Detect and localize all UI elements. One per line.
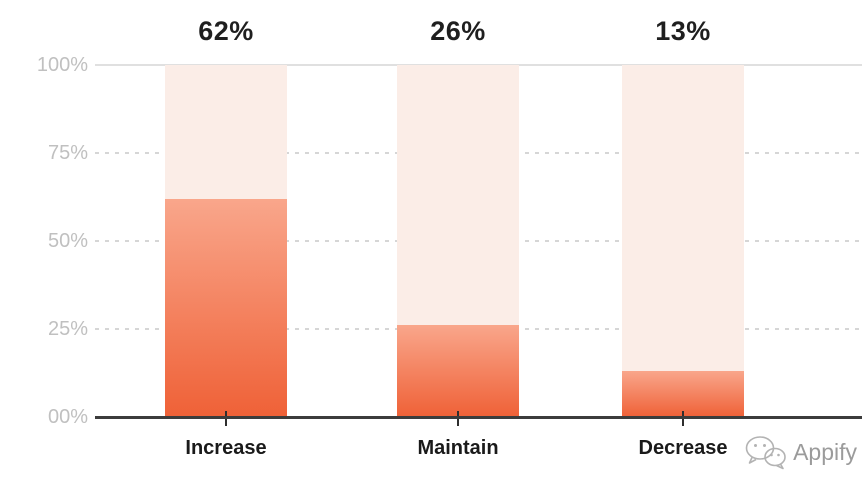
- value-label: 26%: [430, 16, 486, 46]
- bar-fill: [165, 198, 287, 417]
- category-label: Maintain: [417, 437, 499, 459]
- bar-fill: [397, 325, 519, 417]
- value-label: 62%: [198, 16, 254, 46]
- y-tick-label: 25%: [47, 318, 88, 340]
- wechat-icon: [743, 434, 787, 470]
- category-label: Decrease: [638, 437, 728, 459]
- y-tick-label: 50%: [47, 230, 88, 252]
- bar-fill: [622, 371, 744, 417]
- category-label: Increase: [185, 437, 267, 459]
- x-axis: [95, 416, 862, 419]
- y-tick-label: 100%: [36, 54, 88, 76]
- watermark: Appify: [743, 434, 857, 470]
- bar-track: [622, 65, 744, 417]
- y-tick-label: 00%: [47, 406, 88, 428]
- y-tick-label: 75%: [47, 142, 88, 164]
- watermark-label: Appify: [793, 438, 857, 465]
- value-label: 13%: [655, 16, 711, 46]
